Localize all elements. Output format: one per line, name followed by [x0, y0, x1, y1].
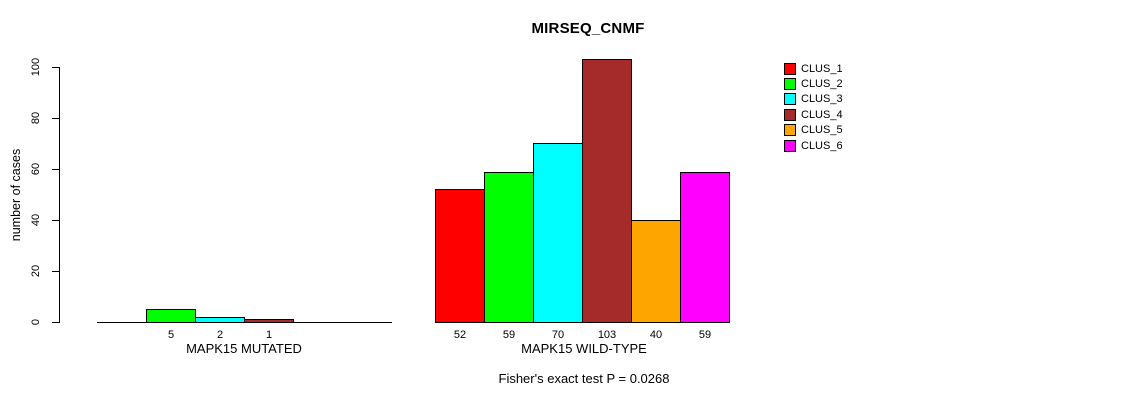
legend-label-clus_2: CLUS_2	[801, 78, 843, 91]
legend-swatch-clus_4	[784, 108, 796, 121]
legend-swatch-clus_1	[784, 62, 796, 75]
legend: CLUS_1 CLUS_2 CLUS_3 CLUS_4 CLUS_5 CLUS_6	[784, 61, 843, 153]
bar-mutated-clus_1	[97, 322, 147, 323]
bar-value-label-wildtype-clus_2: 59	[502, 329, 516, 341]
legend-swatch-clus_2	[784, 78, 796, 91]
legend-entry-clus_1: CLUS_1	[784, 61, 843, 76]
bar-mutated-clus_3	[195, 317, 245, 323]
bar-wildtype-clus_2	[484, 172, 534, 323]
bar-wildtype-clus_3	[533, 143, 583, 323]
legend-entry-clus_3: CLUS_3	[784, 92, 843, 107]
y-tick-label-100: 100	[30, 57, 42, 77]
legend-entry-clus_5: CLUS_5	[784, 123, 843, 138]
legend-entry-clus_2: CLUS_2	[784, 76, 843, 91]
y-tick-label-0: 0	[30, 318, 42, 326]
legend-label-clus_6: CLUS_6	[801, 139, 843, 152]
legend-label-clus_4: CLUS_4	[801, 108, 843, 121]
bar-value-label-mutated-clus_3: 2	[216, 329, 224, 341]
y-tick-40	[52, 220, 59, 221]
y-tick-80	[52, 118, 59, 119]
bar-wildtype-clus_1	[435, 189, 485, 323]
y-tick-20	[52, 271, 59, 272]
y-tick-100	[52, 67, 59, 68]
bar-mutated-clus_4	[244, 319, 294, 323]
y-tick-label-20: 20	[30, 264, 42, 278]
legend-entry-clus_6: CLUS_6	[784, 138, 843, 153]
y-tick-60	[52, 169, 59, 170]
bar-value-label-wildtype-clus_1: 52	[453, 329, 467, 341]
bar-wildtype-clus_5	[631, 220, 681, 323]
legend-label-clus_1: CLUS_1	[801, 62, 843, 75]
bar-value-label-mutated-clus_2: 5	[167, 329, 175, 341]
legend-swatch-clus_5	[784, 124, 796, 137]
y-tick-label-60: 60	[30, 162, 42, 176]
bar-wildtype-clus_4	[582, 59, 632, 323]
legend-label-clus_3: CLUS_3	[801, 93, 843, 106]
bar-wildtype-clus_6	[680, 172, 730, 323]
group-label-wildtype: MAPK15 WILD-TYPE	[521, 341, 647, 356]
bar-mutated-clus_2	[146, 309, 196, 323]
bar-value-label-wildtype-clus_3: 70	[551, 329, 565, 341]
y-axis-line	[59, 67, 60, 323]
bar-value-label-wildtype-clus_4: 103	[597, 329, 617, 341]
y-tick-label-80: 80	[30, 111, 42, 125]
legend-label-clus_5: CLUS_5	[801, 124, 843, 137]
group-label-mutated: MAPK15 MUTATED	[186, 341, 302, 356]
bar-value-label-mutated-clus_4: 1	[265, 329, 273, 341]
fisher-test-footnote: Fisher's exact test P = 0.0268	[498, 371, 670, 386]
legend-entry-clus_4: CLUS_4	[784, 107, 843, 122]
legend-swatch-clus_3	[784, 93, 796, 106]
y-tick-0	[52, 322, 59, 323]
bar-mutated-clus_5	[293, 322, 343, 323]
bar-value-label-wildtype-clus_6: 59	[698, 329, 712, 341]
y-tick-label-40: 40	[30, 213, 42, 227]
bar-value-label-wildtype-clus_5: 40	[649, 329, 663, 341]
legend-swatch-clus_6	[784, 139, 796, 152]
chart-title: MIRSEQ_CNMF	[531, 20, 645, 37]
y-axis-label: number of cases	[9, 148, 23, 242]
bar-mutated-clus_6	[342, 322, 392, 323]
